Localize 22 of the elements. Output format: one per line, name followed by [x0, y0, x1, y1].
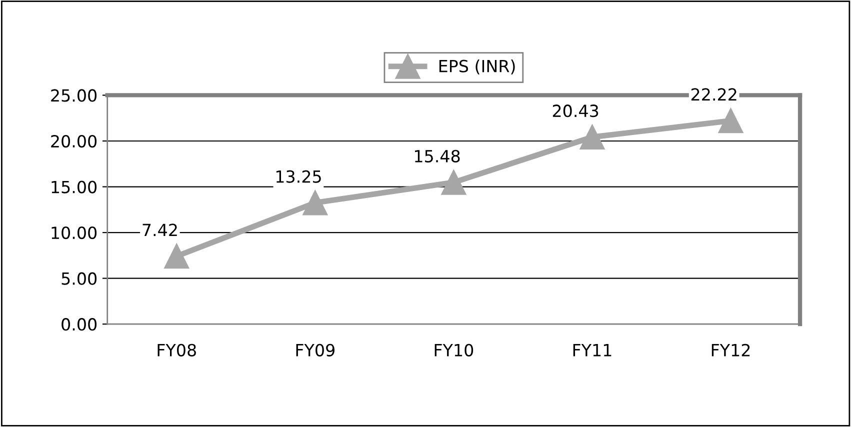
y-tick-label: 10.00 [52, 226, 97, 240]
data-label: 20.43 [552, 104, 598, 118]
y-tick-label: 25.00 [51, 89, 97, 102]
y-tick-label: 20.00 [51, 134, 97, 148]
y-tick-label: 0.00 [62, 318, 97, 331]
y-tick-label: 15.00 [52, 180, 97, 194]
y-tick-label: 5.00 [62, 272, 97, 285]
legend-label: EPS (INR) [439, 60, 515, 74]
data-label: 13.25 [276, 170, 321, 183]
point [580, 124, 605, 150]
data-label: 7.42 [142, 224, 177, 236]
data-label: 22.22 [691, 88, 736, 101]
point [718, 108, 744, 134]
data-label: 15.48 [414, 150, 460, 162]
x-tick-label: FY09 [296, 344, 334, 356]
x-tick-label: FY08 [158, 344, 196, 356]
point [302, 190, 328, 216]
point [441, 170, 466, 195]
x-tick-label: FY10 [434, 344, 474, 356]
x-tick-label: FY11 [573, 344, 612, 356]
x-tick-label: FY12 [712, 344, 750, 356]
point [164, 244, 190, 269]
